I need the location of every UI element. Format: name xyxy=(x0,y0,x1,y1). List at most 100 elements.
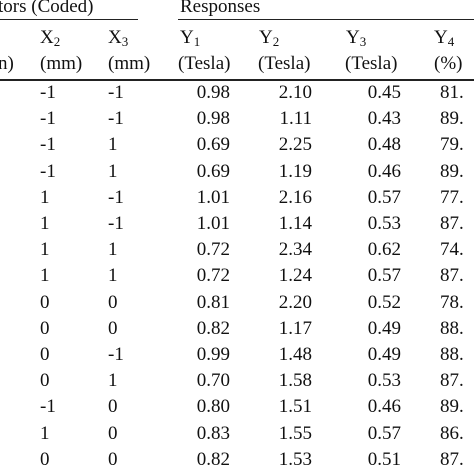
cell-y2: 1.19 xyxy=(278,160,312,182)
cell-y4: 77. xyxy=(440,186,464,208)
cell-y3: 0.51 xyxy=(367,448,401,470)
col-header-x3: X3 xyxy=(108,27,129,49)
cell-y4: 86. xyxy=(440,422,464,444)
cell-x3: 0 xyxy=(108,448,118,470)
cell-y3: 0.52 xyxy=(367,291,401,313)
cell-y3: 0.46 xyxy=(367,160,401,182)
cell-y4: 87. xyxy=(440,370,464,392)
col-unit-y3: (Tesla) xyxy=(345,53,398,74)
col-unit-x2: (mm) xyxy=(40,53,83,74)
header-rule xyxy=(0,79,474,81)
col-unit-y4: (%) xyxy=(434,53,463,74)
cell-x3: 1 xyxy=(108,265,118,287)
cell-x3: 1 xyxy=(108,370,118,392)
cell-x3: 1 xyxy=(108,134,118,156)
cell-x2: -1 xyxy=(40,160,56,182)
cell-y4: 79. xyxy=(440,134,464,156)
cell-x2: 0 xyxy=(40,317,50,339)
cell-y2: 1.53 xyxy=(278,448,312,470)
cell-y3: 0.49 xyxy=(367,344,401,365)
col-header-y2: Y2 xyxy=(259,27,280,49)
cell-y3: 0.57 xyxy=(367,422,401,444)
cell-y1: 0.98 xyxy=(196,108,230,130)
cell-y4: 87. xyxy=(440,213,464,234)
cell-y4: 74. xyxy=(440,239,464,261)
cell-y2: 1.58 xyxy=(278,370,312,392)
cell-y4: 88. xyxy=(440,317,464,339)
col-unit-x3: (mm) xyxy=(108,53,151,74)
cell-x3: 0 xyxy=(108,291,118,313)
cell-y1: 0.83 xyxy=(196,422,230,444)
cell-y4: 78. xyxy=(440,291,464,313)
cell-x3: -1 xyxy=(108,82,124,103)
cell-x3: 0 xyxy=(108,317,118,339)
cell-x2: 1 xyxy=(40,239,50,261)
cell-x3: -1 xyxy=(108,108,124,130)
cell-y2: 2.16 xyxy=(278,186,312,208)
cell-y2: 1.48 xyxy=(278,344,312,365)
cell-y2: 1.55 xyxy=(278,422,312,444)
cell-y3: 0.57 xyxy=(367,265,401,287)
cell-y4: 89. xyxy=(440,108,464,130)
cell-y2: 1.24 xyxy=(278,265,312,287)
cell-x3: -1 xyxy=(108,344,124,365)
cell-y2: 1.51 xyxy=(278,396,312,418)
cell-y4: 88. xyxy=(440,344,464,365)
col-header-y4: Y4 xyxy=(434,27,455,49)
col-unit-partial: n) xyxy=(0,53,14,74)
cell-x2: 1 xyxy=(40,265,50,287)
cell-y1: 0.70 xyxy=(196,370,230,392)
cell-y4: 87. xyxy=(440,448,464,470)
cell-x2: -1 xyxy=(40,396,56,418)
cell-x2: -1 xyxy=(40,108,56,130)
cell-y1: 0.80 xyxy=(196,396,230,418)
cell-y3: 0.53 xyxy=(367,213,401,234)
cell-y1: 0.69 xyxy=(196,134,230,156)
cell-y3: 0.62 xyxy=(367,239,401,261)
cell-x3: 1 xyxy=(108,160,118,182)
cell-y1: 0.98 xyxy=(196,82,230,103)
cell-y1: 0.72 xyxy=(196,265,230,287)
factors-group-underline xyxy=(0,19,138,20)
cell-x2: 0 xyxy=(40,344,50,365)
cell-x3: 1 xyxy=(108,239,118,261)
col-header-x2: X2 xyxy=(40,27,61,49)
cell-y2: 2.20 xyxy=(278,291,312,313)
cell-y3: 0.45 xyxy=(367,82,401,103)
cell-x3: 0 xyxy=(108,396,118,418)
cell-y1: 1.01 xyxy=(196,213,230,234)
cell-x2: 1 xyxy=(40,186,50,208)
cell-x3: -1 xyxy=(108,186,124,208)
cell-y3: 0.49 xyxy=(367,317,401,339)
cell-x2: 0 xyxy=(40,370,50,392)
cell-y1: 0.99 xyxy=(196,344,230,365)
col-header-y1: Y1 xyxy=(180,27,201,49)
cell-y1: 0.69 xyxy=(196,160,230,182)
cell-x3: -1 xyxy=(108,213,124,234)
cell-y2: 2.34 xyxy=(278,239,312,261)
cell-y1: 0.72 xyxy=(196,239,230,261)
cell-y3: 0.46 xyxy=(367,396,401,418)
cell-y2: 2.10 xyxy=(278,82,312,103)
cell-y4: 89. xyxy=(440,160,464,182)
cell-x2: -1 xyxy=(40,82,56,103)
cell-x2: 0 xyxy=(40,291,50,313)
cell-y1: 0.82 xyxy=(196,317,230,339)
col-unit-y1: (Tesla) xyxy=(178,53,231,74)
responses-group-underline xyxy=(178,19,474,20)
cell-y3: 0.53 xyxy=(367,370,401,392)
cell-y3: 0.48 xyxy=(367,134,401,156)
cell-x2: 1 xyxy=(40,213,50,234)
cell-y2: 1.11 xyxy=(279,108,312,130)
cell-y4: 89. xyxy=(440,396,464,418)
cell-y2: 1.17 xyxy=(278,317,312,339)
factors-group-header: tors (Coded) xyxy=(0,0,94,17)
cell-x2: -1 xyxy=(40,134,56,156)
cell-x2: 0 xyxy=(40,448,50,470)
cell-y1: 0.82 xyxy=(196,448,230,470)
cell-y3: 0.43 xyxy=(367,108,401,130)
cell-y1: 0.81 xyxy=(196,291,230,313)
cell-y2: 2.25 xyxy=(278,134,312,156)
cell-x3: 0 xyxy=(108,422,118,444)
